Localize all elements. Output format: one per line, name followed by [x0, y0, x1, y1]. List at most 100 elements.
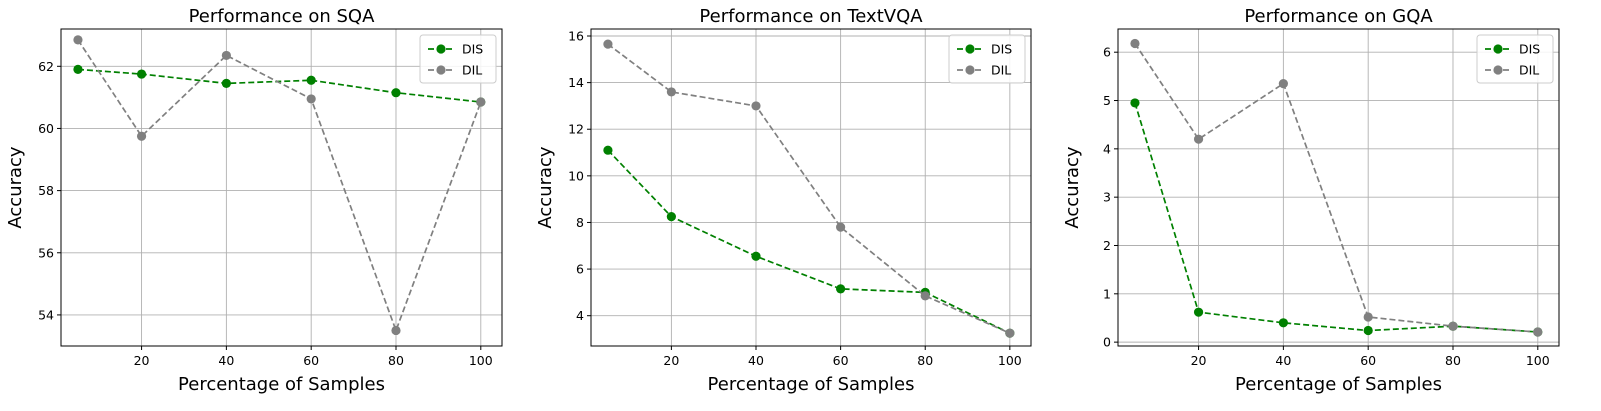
x-axis-label: Percentage of Samples — [178, 374, 385, 395]
data-point — [1533, 327, 1543, 337]
x-tick-label: 60 — [1360, 353, 1376, 368]
legend-box — [419, 34, 497, 84]
x-tick-label: 80 — [388, 353, 404, 368]
series-dil — [73, 35, 486, 336]
y-tick-label: 12 — [568, 122, 584, 137]
data-point — [221, 78, 231, 88]
data-point — [836, 222, 846, 232]
data-point — [836, 284, 846, 294]
data-point — [1005, 328, 1015, 338]
legend-marker — [436, 65, 446, 75]
legend-marker — [965, 44, 975, 54]
chart-title: Performance on SQA — [189, 6, 376, 27]
legend: DIS DIL — [948, 34, 1026, 84]
ticks: 20 40 60 80 100 4 6 8 10 12 14 16 — [568, 28, 1022, 368]
x-tick-label: 60 — [303, 353, 319, 368]
y-tick-label: 6 — [576, 262, 584, 277]
y-tick-label: 3 — [1103, 190, 1111, 205]
y-tick-label: 10 — [568, 168, 584, 183]
y-tick-label: 4 — [1103, 141, 1111, 156]
data-point — [1130, 38, 1140, 49]
data-point — [1363, 325, 1373, 336]
x-tick-label: 100 — [1526, 353, 1550, 368]
y-tick-label: 56 — [38, 245, 54, 260]
data-point — [136, 131, 147, 141]
data-point — [306, 94, 316, 104]
ticks: 20 40 60 80 100 54 56 58 60 62 — [38, 59, 493, 368]
data-point — [1278, 79, 1288, 89]
y-tick-label: 8 — [576, 215, 584, 230]
y-tick-label: 16 — [568, 28, 584, 43]
legend: DIS DIL — [419, 34, 497, 84]
x-tick-label: 40 — [218, 353, 234, 368]
legend-label: DIL — [991, 63, 1011, 78]
series-line — [77, 68, 481, 103]
y-tick-label: 54 — [38, 307, 54, 322]
data-point — [136, 69, 147, 79]
y-tick-label: 5 — [1103, 93, 1111, 108]
x-tick-label: 80 — [1445, 353, 1461, 368]
legend-label: DIL — [1519, 63, 1539, 78]
y-tick-label: 6 — [1103, 45, 1111, 60]
y-tick-label: 2 — [1103, 238, 1111, 253]
data-point — [666, 87, 676, 97]
y-axis-label: Accuracy — [535, 146, 556, 229]
chart-panel-gqa: 20 40 60 80 100 0 1 2 3 4 5 6 Performance on GQA Perc… — [1062, 6, 1560, 395]
chart-panel-textvqa: 20 40 60 80 100 4 6 8 10 12 14 16 Performance on Tex… — [535, 6, 1032, 395]
chart-title: Performance on TextVQA — [699, 6, 923, 27]
y-axis-label: Accuracy — [1062, 146, 1083, 229]
data-point — [1130, 98, 1140, 108]
y-tick-label: 1 — [1103, 286, 1111, 301]
data-point — [920, 291, 930, 301]
series-dil — [1130, 38, 1543, 337]
chart-panel-sqa: 20 40 60 80 100 54 56 58 60 62 Performance on SQA P… — [5, 6, 503, 395]
data-point — [1363, 312, 1373, 322]
chart-title: Performance on GQA — [1244, 6, 1433, 27]
legend: DIS DIL — [1476, 34, 1554, 84]
series-line — [1134, 102, 1538, 333]
x-tick-label: 80 — [917, 353, 933, 368]
series-line — [1134, 43, 1538, 333]
series-dis — [1130, 98, 1543, 337]
data-point — [73, 35, 83, 45]
plot-frame — [590, 28, 1032, 347]
data-point — [603, 39, 613, 49]
data-point — [603, 145, 613, 155]
legend-marker — [1493, 44, 1503, 54]
y-tick-label: 0 — [1103, 335, 1111, 350]
ticks: 20 40 60 80 100 0 1 2 3 4 5 6 — [1103, 45, 1550, 368]
legend-box — [948, 34, 1026, 84]
y-tick-label: 58 — [38, 183, 54, 198]
data-point — [391, 325, 401, 336]
y-tick-label: 62 — [38, 59, 54, 74]
legend-label: DIS — [991, 42, 1012, 57]
legend-label: DIL — [462, 63, 482, 78]
x-tick-label: 40 — [1275, 353, 1291, 368]
data-point — [391, 88, 401, 98]
x-tick-label: 40 — [748, 353, 764, 368]
data-point — [1278, 318, 1288, 328]
data-point — [1193, 307, 1204, 317]
x-tick-label: 20 — [134, 353, 150, 368]
x-tick-label: 100 — [998, 353, 1022, 368]
data-point — [1193, 134, 1204, 144]
x-tick-label: 20 — [663, 353, 679, 368]
data-point — [1448, 321, 1458, 331]
plot-frame — [60, 28, 503, 347]
legend-marker — [1493, 65, 1503, 75]
legend-box — [1476, 34, 1554, 84]
y-tick-label: 14 — [568, 75, 584, 90]
x-tick-label: 100 — [469, 353, 493, 368]
legend-label: DIS — [1519, 42, 1540, 57]
series-line — [607, 43, 1011, 334]
data-point — [73, 64, 83, 75]
x-axis-label: Percentage of Samples — [1235, 374, 1442, 395]
series-line — [77, 39, 482, 333]
data-point — [751, 101, 761, 111]
series-line — [607, 149, 1011, 334]
legend-marker — [436, 44, 446, 54]
x-tick-label: 20 — [1191, 353, 1207, 368]
data-point — [306, 75, 316, 85]
y-tick-label: 60 — [38, 121, 54, 136]
